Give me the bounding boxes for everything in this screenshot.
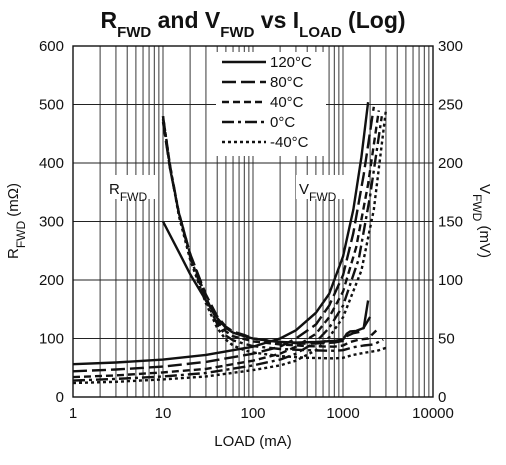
- annotation-rfwd: RFWD: [109, 181, 148, 204]
- rfwd-curve-3: [161, 116, 384, 352]
- x-tick-label: 1000: [326, 405, 359, 422]
- annotation-vfwd: VFWD: [299, 181, 337, 204]
- plot-frame: [72, 45, 434, 398]
- y-left-tick-label: 300: [39, 214, 64, 231]
- x-tick-label: 10: [155, 405, 172, 422]
- y-right-tick-label: 0: [438, 389, 446, 406]
- vfwd-curve-3: [72, 116, 383, 382]
- legend-label-4: -40°C: [270, 134, 309, 151]
- rfwd-curve-0: [161, 220, 370, 344]
- y-right-tick-label: 150: [438, 214, 463, 231]
- legend: 120°C 80°C 40°C 0°C -40°C: [222, 54, 312, 151]
- legend-label-1: 80°C: [270, 74, 304, 91]
- y-axis-right-label: VFWD (mV): [470, 184, 493, 258]
- annotation-vfwd-background: [296, 175, 346, 199]
- legend-label-0: 120°C: [270, 54, 312, 71]
- rfwd-curve-4: [161, 116, 387, 360]
- annotation-rfwd-background: [106, 175, 156, 199]
- y-right-tick-label: 200: [438, 155, 463, 172]
- y-left-tick-label: 0: [56, 389, 64, 406]
- legend-background: [216, 52, 326, 156]
- legend-label-3: 0°C: [270, 114, 295, 131]
- x-axis-label: LOAD (mA): [214, 433, 292, 450]
- vfwd-curve-1: [72, 106, 375, 373]
- y-right-tick-label: 300: [438, 38, 463, 55]
- legend-label-2: 40°C: [270, 94, 304, 111]
- y-left-tick-label: 600: [39, 38, 64, 55]
- chart-title: RFWD and VFWD vs ILOAD (Log): [100, 7, 405, 41]
- y-right-tick-label: 250: [438, 97, 463, 114]
- y-left-tick-label: 500: [39, 97, 64, 114]
- x-tick-label: 10000: [412, 405, 454, 422]
- y-right-tick-label: 100: [438, 272, 463, 289]
- vfwd-curve-2: [72, 110, 380, 379]
- vfwd-curve-0: [72, 102, 370, 366]
- y-left-tick-label: 200: [39, 272, 64, 289]
- vfwd-curve-4: [72, 110, 388, 385]
- x-tick-label: 100: [240, 405, 265, 422]
- rfwd-curve-2: [161, 118, 380, 348]
- y-right-tick-label: 50: [438, 331, 455, 348]
- y-left-tick-label: 400: [39, 155, 64, 172]
- tick-labels: 1 10 100 1000 100000100200300400500600050100…: [39, 38, 463, 422]
- y-axis-left-label: RFWD (mΩ): [5, 183, 28, 259]
- y-left-tick-label: 100: [39, 331, 64, 348]
- x-tick-label: 1: [69, 405, 77, 422]
- plot-curves: [72, 102, 388, 385]
